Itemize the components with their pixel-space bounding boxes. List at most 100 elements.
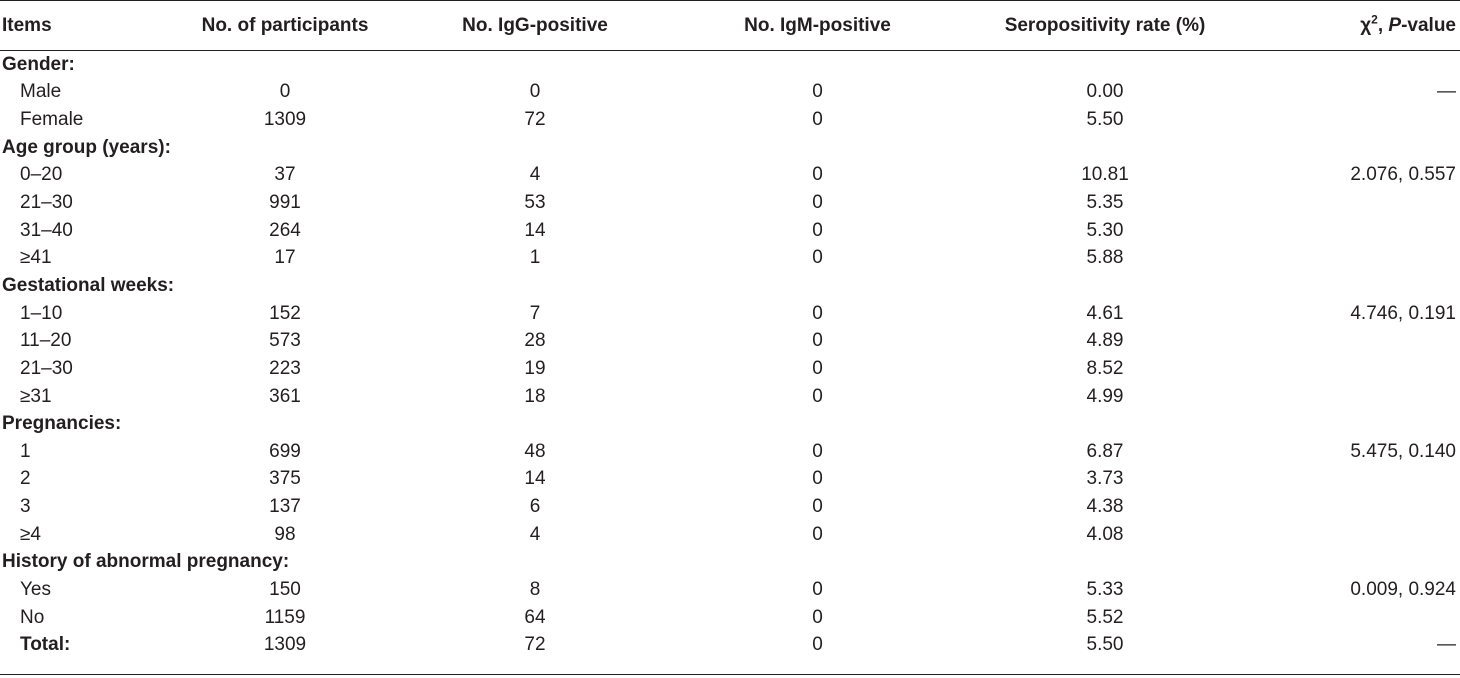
- cell-igm: 0: [812, 578, 823, 600]
- cell-rate: 5.52: [1086, 606, 1124, 628]
- cell-rate: 6.87: [1086, 440, 1124, 462]
- cell-igm: 0: [812, 523, 823, 545]
- table-row: 2 375 14 0 3.73: [0, 466, 1460, 494]
- cell-igg: 19: [524, 357, 546, 379]
- cell-igg: 1: [529, 247, 541, 269]
- group-header-row: Gestational weeks:: [0, 272, 1460, 300]
- header-chi-symbol: χ: [1360, 14, 1372, 36]
- cell-chi-p: [1260, 327, 1460, 355]
- table-row: ≥4 98 4 0 4.08: [0, 521, 1460, 549]
- row-label: 0–20: [20, 164, 63, 186]
- cell-participants: 699: [269, 440, 301, 462]
- row-label: Yes: [20, 578, 51, 600]
- table-row: Yes 150 8 0 5.33 0.009, 0.924: [0, 576, 1460, 604]
- cell-igg: 14: [524, 468, 546, 490]
- group-title: Gestational weeks:: [2, 274, 175, 296]
- cell-rate: 5.30: [1086, 219, 1124, 241]
- cell-igm: 0: [812, 192, 823, 214]
- header-igg: No. IgG-positive: [462, 14, 608, 36]
- cell-chi-p: [1260, 189, 1460, 217]
- table-row: Female 1309 72 0 5.50: [0, 106, 1460, 134]
- cell-igm: 0: [812, 496, 823, 518]
- table-row: ≥31 361 18 0 4.99: [0, 383, 1460, 411]
- header-chi-p: χ2, P-value: [1260, 0, 1460, 51]
- header-row: Items No. of participants No. IgG-positi…: [0, 0, 1460, 51]
- cell-chi-p: [1260, 383, 1460, 411]
- cell-igg: 53: [524, 192, 546, 214]
- cell-chi-p: [1260, 106, 1460, 134]
- cell-chi-p: [1260, 244, 1460, 272]
- bottom-rule: [0, 674, 1460, 675]
- cell-rate: 4.08: [1086, 523, 1124, 545]
- cell-igm: 0: [812, 219, 823, 241]
- row-label: Total:: [20, 634, 71, 656]
- cell-rate: 5.50: [1086, 634, 1124, 656]
- data-table: Items No. of participants No. IgG-positi…: [0, 0, 1460, 659]
- cell-participants: 17: [274, 247, 296, 269]
- cell-rate: 0.00: [1086, 81, 1124, 103]
- row-label: 3: [20, 496, 31, 518]
- cell-igm: 0: [812, 634, 823, 656]
- cell-participants: 0: [279, 81, 291, 103]
- cell-chi-p: 0.009, 0.924: [1350, 578, 1456, 600]
- row-label: ≥41: [20, 247, 52, 269]
- cell-rate: 5.50: [1086, 109, 1124, 131]
- table-row: 3 137 6 0 4.38: [0, 493, 1460, 521]
- cell-participants: 152: [269, 302, 301, 324]
- cell-igg: 28: [524, 330, 546, 352]
- cell-participants: 573: [269, 330, 301, 352]
- cell-igg: 4: [529, 523, 541, 545]
- table-row: ≥41 17 1 0 5.88: [0, 244, 1460, 272]
- cell-rate: 5.33: [1086, 578, 1124, 600]
- row-label: 1: [20, 440, 31, 462]
- header-chi-sep: ,: [1377, 14, 1389, 36]
- cell-igg: 14: [524, 219, 546, 241]
- cell-igg: 72: [524, 634, 546, 656]
- row-label: Male: [20, 81, 62, 103]
- table-row: No 1159 64 0 5.52: [0, 604, 1460, 632]
- row-label: 21–30: [20, 357, 73, 379]
- cell-igg: 64: [524, 606, 546, 628]
- cell-participants: 98: [274, 523, 296, 545]
- header-chi-sup: 2: [1371, 12, 1378, 27]
- row-label: ≥31: [20, 385, 52, 407]
- cell-participants: 137: [269, 496, 301, 518]
- total-row: Total: 1309 72 0 5.50 —: [0, 631, 1460, 659]
- cell-rate: 4.38: [1086, 496, 1124, 518]
- table-row: Male 0 0 0 0.00 —: [0, 79, 1460, 107]
- table-row: 1 699 48 0 6.87 5.475, 0.140: [0, 438, 1460, 466]
- row-label: 2: [20, 468, 31, 490]
- cell-participants: 37: [274, 164, 296, 186]
- table-row: 1–10 152 7 0 4.61 4.746, 0.191: [0, 300, 1460, 328]
- table-row: 21–30 223 19 0 8.52: [0, 355, 1460, 383]
- cell-chi-p: 2.076, 0.557: [1350, 164, 1456, 186]
- group-header-row: Age group (years):: [0, 134, 1460, 162]
- cell-participants: 150: [269, 578, 301, 600]
- cell-chi-p: [1260, 604, 1460, 632]
- cell-igm: 0: [812, 164, 823, 186]
- row-label: 11–20: [20, 330, 72, 352]
- cell-rate: 3.73: [1086, 468, 1124, 490]
- header-igm: No. IgM-positive: [744, 14, 891, 36]
- header-p-italic: P: [1388, 14, 1402, 36]
- cell-rate: 5.35: [1086, 192, 1124, 214]
- cell-chi-p: [1260, 355, 1460, 383]
- header-participants: No. of participants: [201, 14, 369, 36]
- cell-igm: 0: [812, 440, 823, 462]
- cell-participants: 264: [269, 219, 301, 241]
- table-body: Gender: Male 0 0 0 0.00— Female 1309 72 0 5.50 Age …: [0, 51, 1460, 659]
- cell-igg: 0: [529, 81, 541, 103]
- cell-igg: 4: [529, 164, 541, 186]
- cell-igm: 0: [812, 468, 823, 490]
- row-label: Female: [20, 109, 84, 131]
- row-label: 21–30: [20, 192, 73, 214]
- cell-igm: 0: [812, 81, 823, 103]
- group-title: Pregnancies:: [2, 413, 122, 435]
- cell-igg: 72: [524, 109, 546, 131]
- group-header-row: Gender:: [0, 51, 1460, 79]
- cell-rate: 4.61: [1086, 302, 1124, 324]
- table-row: 11–20 573 28 0 4.89: [0, 327, 1460, 355]
- cell-rate: 4.99: [1086, 385, 1124, 407]
- row-label: No: [20, 606, 45, 628]
